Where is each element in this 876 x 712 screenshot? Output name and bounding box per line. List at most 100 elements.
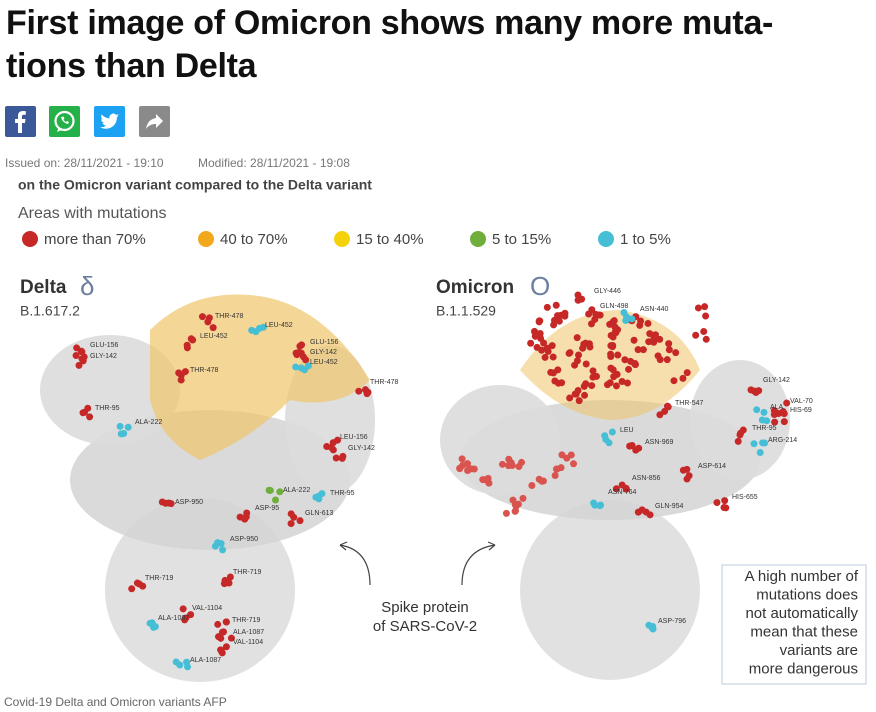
residue-dot xyxy=(570,460,578,468)
residue-dot xyxy=(538,346,546,354)
note-line: more dangerous xyxy=(749,660,858,677)
residue-dot xyxy=(184,663,192,671)
residue-dot xyxy=(77,347,85,355)
residue-dot xyxy=(700,327,708,335)
residue-label: GLY-142 xyxy=(90,353,117,360)
whatsapp-share[interactable] xyxy=(49,106,80,137)
residue-label: LEU-452 xyxy=(310,359,338,366)
headline: First image of Omicron shows many more m… xyxy=(6,2,773,88)
residue-dot xyxy=(75,361,83,369)
residue-dot xyxy=(780,410,788,418)
facebook-share[interactable] xyxy=(5,106,36,137)
residue-dot xyxy=(304,362,312,370)
residue-dot xyxy=(626,442,634,450)
residue-dot xyxy=(618,378,626,386)
residue-dot xyxy=(214,633,222,641)
residue-dot xyxy=(198,313,206,321)
legend-title: Areas with mutations xyxy=(18,205,167,222)
residue-label: THR-95 xyxy=(752,425,777,432)
residue-dot xyxy=(552,301,560,309)
residue-dot xyxy=(72,352,80,360)
residue-dot xyxy=(638,506,646,514)
residue-dot xyxy=(565,349,573,357)
residue-dot xyxy=(209,324,217,332)
residue-label: THR-478 xyxy=(370,379,399,386)
residue-dot xyxy=(272,496,280,504)
residue-dot xyxy=(573,334,581,342)
infographic: on the Omicron variant compared to the D… xyxy=(0,180,876,687)
caption: Covid-19 Delta and Omicron variants AFP xyxy=(4,695,227,709)
residue-dot xyxy=(770,411,778,419)
residue-dot xyxy=(361,386,369,394)
residue-dot xyxy=(634,346,642,354)
residue-dot xyxy=(573,357,581,365)
residue-dot xyxy=(222,643,230,651)
residue-label: THR-719 xyxy=(233,569,262,576)
residue-dot xyxy=(622,316,630,324)
residue-dot xyxy=(543,344,551,352)
residue-label: HIS-69 xyxy=(790,407,812,414)
residue-dot xyxy=(628,315,636,323)
residue-dot xyxy=(759,439,767,447)
residue-dot xyxy=(323,443,331,451)
residue-dot xyxy=(607,350,615,358)
residue-dot xyxy=(139,582,147,590)
residue-dot xyxy=(456,465,464,473)
residue-label: ASP-796 xyxy=(658,618,686,625)
residue-label: ALA xyxy=(770,404,784,411)
residue-dot xyxy=(329,446,337,454)
omicron-lineage: B.1.1.529 xyxy=(436,303,496,319)
residue-label: GLU-156 xyxy=(90,342,119,349)
residue-dot xyxy=(721,497,729,505)
residue-dot xyxy=(574,296,582,304)
residue-dot xyxy=(214,620,222,628)
residue-dot xyxy=(518,458,526,466)
legend-dot xyxy=(334,231,350,247)
residue-dot xyxy=(623,379,631,387)
spike-label: Spike protein xyxy=(381,599,469,616)
residue-dot xyxy=(287,510,295,518)
residue-dot xyxy=(151,623,159,631)
residue-dot xyxy=(211,542,219,550)
twitter-share[interactable] xyxy=(94,106,125,137)
legend-label: 1 to 5% xyxy=(620,231,671,248)
residue-dot xyxy=(551,471,559,479)
residue-dot xyxy=(509,496,517,504)
residue-dot xyxy=(297,364,305,372)
residue-dot xyxy=(146,619,154,627)
residue-dot xyxy=(332,454,340,462)
residue-dot xyxy=(601,432,609,440)
delta-name: Delta xyxy=(20,277,67,298)
residue-label: ASN-856 xyxy=(632,475,661,482)
residue-dot xyxy=(582,360,590,368)
residue-dot xyxy=(128,585,136,593)
residue-dot xyxy=(575,351,583,359)
arrow-head xyxy=(487,541,496,551)
residue-label: HIS-655 xyxy=(732,494,758,501)
residue-dot xyxy=(614,351,622,359)
residue-dot xyxy=(588,382,596,390)
residue-dot xyxy=(588,306,596,314)
residue-label: VAL-70 xyxy=(790,398,813,405)
residue-dot xyxy=(528,482,536,490)
share[interactable] xyxy=(139,106,170,137)
residue-dot xyxy=(580,382,588,390)
mutation-dots xyxy=(72,291,791,671)
residue-dot xyxy=(222,618,230,626)
residue-dot xyxy=(527,339,535,347)
legend-label: 40 to 70% xyxy=(220,231,288,248)
headline-line: tions than Delta xyxy=(6,47,257,85)
residue-label: THR-478 xyxy=(190,367,219,374)
residue-dot xyxy=(551,377,559,385)
residue-label: ASP-950 xyxy=(175,499,203,506)
residue-label: GLU-156 xyxy=(310,339,339,346)
residue-dot xyxy=(458,455,466,463)
residue-dot xyxy=(530,327,538,335)
legend-dot xyxy=(198,231,214,247)
residue-dot xyxy=(608,428,616,436)
residue-label: VAL-1104 xyxy=(192,605,222,612)
residue-label: GLY-142 xyxy=(348,445,375,452)
residue-dot xyxy=(511,507,519,515)
residue-dot xyxy=(625,365,633,373)
